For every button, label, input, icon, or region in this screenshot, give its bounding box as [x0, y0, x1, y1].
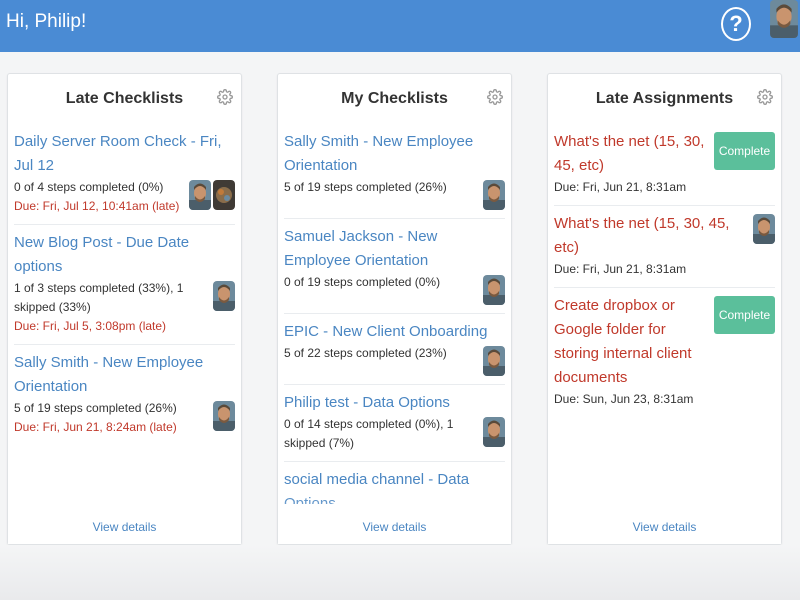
progress-text: 5 of 22 steps completed (23%): [284, 346, 447, 360]
panel-header: My Checklists: [278, 74, 511, 124]
due-date: Due: Fri, Jun 21, 8:31am: [554, 262, 687, 276]
due-date: Due: Fri, Jul 5, 3:08pm (late): [14, 319, 167, 333]
panel-title: My Checklists: [341, 90, 448, 107]
user-avatar[interactable]: [770, 0, 798, 38]
list-item: Create dropbox or Google folder for stor…: [554, 288, 775, 417]
list-item: What's the net (15, 30, 45, etc) Due: Fr…: [554, 206, 775, 288]
assignee-avatar: [189, 180, 211, 210]
checklist-link[interactable]: New Blog Post - Due Date options: [14, 234, 190, 275]
panel-title: Late Assignments: [595, 90, 734, 107]
due-date: Due: Fri, Jun 21, 8:24am (late): [14, 420, 177, 434]
list-item: EPIC - New Client Onboarding 5 of 22 ste…: [284, 314, 505, 385]
view-details-link[interactable]: View details: [362, 520, 427, 534]
page-bottom: [0, 545, 800, 600]
checklist-link[interactable]: social media channel - Data Options: [284, 471, 470, 504]
progress-text: 0 of 19 steps completed (0%): [284, 275, 441, 289]
panel-body: Sally Smith - New Employee Orientation 5…: [278, 124, 511, 504]
list-item: Samuel Jackson - New Employee Orientatio…: [284, 219, 505, 314]
view-details-link[interactable]: View details: [632, 520, 697, 534]
complete-button[interactable]: Complete: [714, 296, 775, 334]
progress-text: 0 of 14 steps completed (0%), 1 skipped …: [284, 417, 454, 450]
gear-icon[interactable]: [757, 89, 773, 105]
due-date: Due: Sun, Jun 23, 8:31am: [554, 392, 694, 406]
progress-text: 5 of 19 steps completed (26%): [284, 180, 447, 194]
late-assignments-panel: Late Assignments What's the net (15, 30,…: [547, 73, 782, 545]
assignee-avatar: [753, 214, 775, 244]
checklist-link[interactable]: EPIC - New Client Onboarding: [284, 323, 488, 340]
top-bar: Hi, Philip! ?: [0, 0, 800, 52]
checklist-link[interactable]: Sally Smith - New Employee Orientation: [284, 133, 474, 174]
assignee-avatar: [483, 180, 505, 210]
panel-header: Late Checklists: [8, 74, 241, 124]
panel-body: Daily Server Room Check - Fri, Jul 12 0 …: [8, 124, 241, 504]
list-item: What's the net (15, 30, 45, etc) Due: Fr…: [554, 124, 775, 206]
checklist-link[interactable]: Philip test - Data Options: [284, 394, 450, 411]
assignment-link[interactable]: What's the net (15, 30, 45, etc): [554, 215, 730, 256]
panel-header: Late Assignments: [548, 74, 781, 124]
progress-text: 5 of 19 steps completed (26%): [14, 401, 177, 415]
assignment-link[interactable]: Create dropbox or Google folder for stor…: [554, 297, 692, 386]
checklist-link[interactable]: Daily Server Room Check - Fri, Jul 12: [14, 133, 222, 174]
list-item: Sally Smith - New Employee Orientation 5…: [14, 345, 235, 445]
complete-button[interactable]: Complete: [714, 132, 775, 170]
due-date: Due: Fri, Jul 12, 10:41am (late): [14, 199, 180, 213]
view-details-link[interactable]: View details: [92, 520, 157, 534]
greeting: Hi, Philip!: [6, 11, 87, 32]
assignment-link[interactable]: What's the net (15, 30, 45, etc): [554, 133, 705, 174]
late-checklists-panel: Late Checklists Daily Server Room Check …: [7, 73, 242, 545]
assignee-avatar: [213, 281, 235, 311]
gear-icon[interactable]: [487, 89, 503, 105]
assignee-avatar: [483, 346, 505, 376]
progress-text: 0 of 4 steps completed (0%): [14, 180, 164, 194]
list-item: social media channel - Data Options: [284, 462, 505, 504]
checklist-link[interactable]: Samuel Jackson - New Employee Orientatio…: [284, 228, 438, 269]
assignee-avatar: [213, 180, 235, 210]
list-item: Daily Server Room Check - Fri, Jul 12 0 …: [14, 124, 235, 225]
due-date: Due: Fri, Jun 21, 8:31am: [554, 180, 687, 194]
progress-text: 1 of 3 steps completed (33%), 1 skipped …: [14, 281, 184, 314]
assignee-avatar: [483, 417, 505, 447]
list-item: Sally Smith - New Employee Orientation 5…: [284, 124, 505, 219]
list-item: New Blog Post - Due Date options 1 of 3 …: [14, 225, 235, 345]
my-checklists-panel: My Checklists Sally Smith - New Employee…: [277, 73, 512, 545]
list-item: Philip test - Data Options 0 of 14 steps…: [284, 385, 505, 462]
help-icon[interactable]: ?: [721, 7, 751, 41]
checklist-link[interactable]: Sally Smith - New Employee Orientation: [14, 354, 204, 395]
panel-body: What's the net (15, 30, 45, etc) Due: Fr…: [548, 124, 781, 504]
panel-title: Late Checklists: [65, 90, 184, 107]
assignee-avatar: [213, 401, 235, 431]
assignee-avatar: [483, 275, 505, 305]
gear-icon[interactable]: [217, 89, 233, 105]
